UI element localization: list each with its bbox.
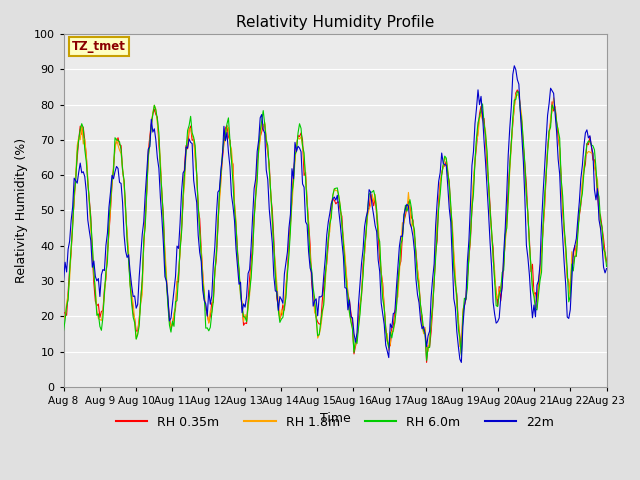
Line: RH 0.35m: RH 0.35m <box>63 90 607 362</box>
RH 0.35m <box>513 87 521 93</box>
22m <box>221 138 229 144</box>
RH 0.35m <box>575 213 583 218</box>
RH 1.8m <box>424 348 432 354</box>
Legend: RH 0.35m, RH 1.8m, RH 6.0m, 22m: RH 0.35m, RH 1.8m, RH 6.0m, 22m <box>111 411 559 434</box>
RH 0.35m <box>249 242 257 248</box>
RH 0.35m <box>126 279 134 285</box>
RH 6.0m <box>221 132 229 138</box>
RH 0.35m <box>423 360 431 365</box>
RH 1.8m <box>603 260 611 266</box>
RH 1.8m <box>515 92 523 97</box>
22m <box>126 269 134 275</box>
RH 6.0m <box>513 88 521 94</box>
RH 6.0m <box>297 125 305 131</box>
RH 6.0m <box>249 250 257 256</box>
22m <box>458 360 465 365</box>
RH 0.35m <box>603 259 611 264</box>
RH 1.8m <box>297 134 305 140</box>
RH 6.0m <box>126 282 134 288</box>
RH 1.8m <box>126 283 134 289</box>
Title: Relativity Humidity Profile: Relativity Humidity Profile <box>236 15 435 30</box>
X-axis label: Time: Time <box>320 411 351 425</box>
RH 0.35m <box>240 323 248 328</box>
RH 6.0m <box>423 358 431 363</box>
RH 6.0m <box>603 264 611 269</box>
Y-axis label: Relativity Humidity (%): Relativity Humidity (%) <box>15 138 28 283</box>
RH 1.8m <box>249 251 257 257</box>
RH 1.8m <box>240 318 248 324</box>
Line: RH 6.0m: RH 6.0m <box>63 91 607 360</box>
Line: 22m: 22m <box>63 66 607 362</box>
Text: TZ_tmet: TZ_tmet <box>72 40 125 53</box>
22m <box>249 213 257 219</box>
RH 0.35m <box>221 125 229 131</box>
RH 0.35m <box>297 130 305 136</box>
22m <box>603 265 611 271</box>
RH 6.0m <box>240 314 248 320</box>
22m <box>240 301 248 307</box>
RH 1.8m <box>60 316 67 322</box>
RH 6.0m <box>60 327 67 333</box>
22m <box>511 63 518 69</box>
RH 1.8m <box>575 211 583 216</box>
22m <box>297 149 305 155</box>
RH 1.8m <box>221 138 229 144</box>
22m <box>575 199 583 204</box>
Line: RH 1.8m: RH 1.8m <box>63 95 607 351</box>
22m <box>60 276 67 282</box>
RH 6.0m <box>575 211 583 216</box>
RH 0.35m <box>60 310 67 316</box>
